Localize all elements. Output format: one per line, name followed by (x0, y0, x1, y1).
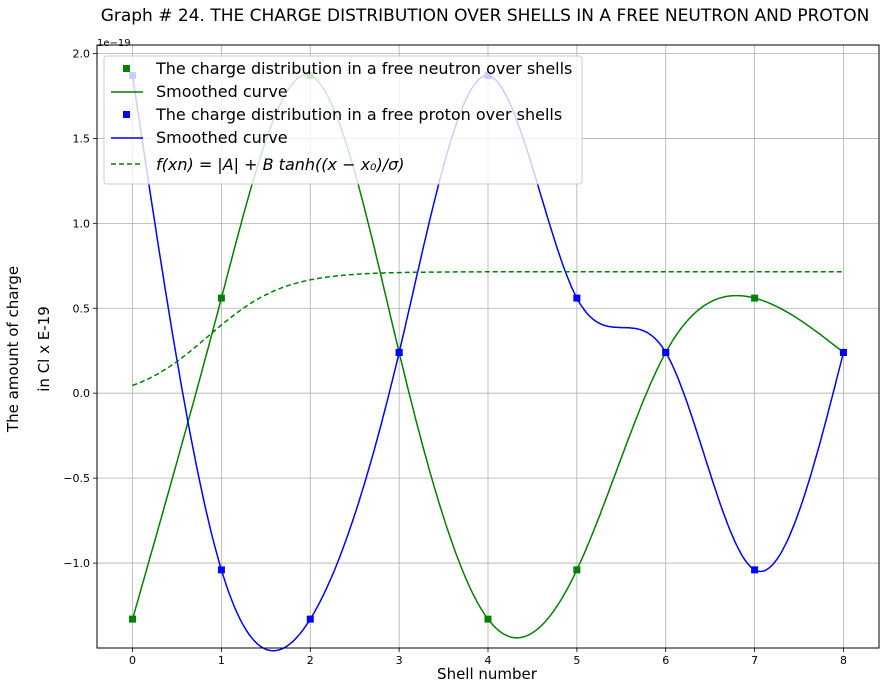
x-tick-label: 7 (751, 654, 758, 667)
x-ticks: 0 1 2 3 4 5 6 7 8 (129, 648, 847, 667)
y-tick-label: 1.0 (73, 217, 91, 230)
series-2-marker (839, 348, 847, 356)
markers (129, 72, 847, 623)
legend-label-proton: The charge distribution in a free proton… (155, 105, 562, 124)
x-tick-label: 1 (218, 654, 225, 667)
legend-label-tanh: f(xn) = |A| + B tanh((x − x₀)/σ) (156, 155, 404, 174)
x-tick-label: 6 (662, 654, 669, 667)
x-tick-label: 3 (396, 654, 403, 667)
series-0-marker (217, 294, 225, 302)
legend-label-neutron: The charge distribution in a free neutro… (155, 59, 572, 78)
x-axis-label: Shell number (437, 665, 538, 683)
y-tick-label: −1.0 (63, 557, 90, 570)
series-4-tanh-line (132, 271, 844, 387)
y-ticks: −1.0 −0.5 0.0 0.5 1.0 1.5 2.0 (63, 47, 97, 570)
legend-label-proton-smooth: Smoothed curve (156, 128, 288, 147)
series-2-marker (751, 566, 759, 574)
y-tick-label: 0.0 (73, 387, 91, 400)
series-2-marker (395, 348, 403, 356)
y-axis-label-line1: The amount of charge (4, 266, 22, 433)
legend: The charge distribution in a free neutro… (103, 55, 583, 185)
series-0-marker (129, 615, 137, 623)
x-tick-label: 2 (307, 654, 314, 667)
series-0-marker (751, 294, 759, 302)
y-tick-label: 0.5 (73, 302, 91, 315)
y-offset-text: 1e−19 (97, 38, 131, 49)
legend-marker-neutron (123, 65, 130, 72)
series-2-marker (662, 348, 670, 356)
x-tick-label: 0 (129, 654, 136, 667)
series-0-marker (573, 566, 581, 574)
y-axis-label-line2: in Cl x E-19 (35, 306, 53, 391)
series-0-marker (484, 615, 492, 623)
legend-label-neutron-smooth: Smoothed curve (156, 82, 288, 101)
chart-title: Graph # 24. THE CHARGE DISTRIBUTION OVER… (101, 6, 870, 26)
y-tick-label: −0.5 (63, 472, 90, 485)
legend-marker-proton (123, 111, 130, 118)
series-2-marker (573, 294, 581, 302)
x-tick-label: 8 (840, 654, 847, 667)
legend-box (103, 55, 583, 185)
series-2-marker (306, 615, 314, 623)
x-tick-label: 4 (485, 654, 492, 667)
x-tick-label: 5 (573, 654, 580, 667)
series-2-marker (217, 566, 225, 574)
y-tick-label: 1.5 (73, 132, 91, 145)
y-tick-label: 2.0 (73, 47, 91, 60)
